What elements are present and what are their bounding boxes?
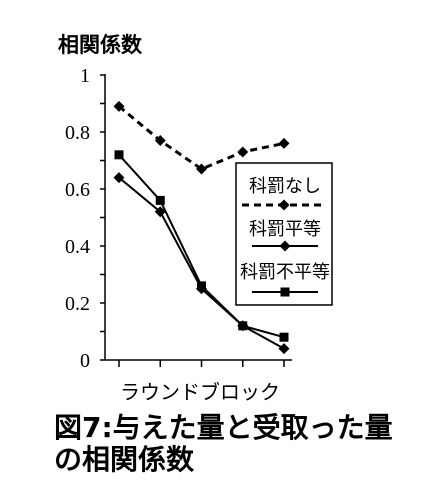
legend-box	[235, 162, 333, 306]
legend-marker	[278, 199, 290, 211]
data-point-s3-p4	[238, 321, 248, 331]
data-point-s1-p5	[278, 137, 290, 149]
x-axis-label: ラウンドブロック	[120, 380, 280, 404]
y-tick-label: 1	[80, 65, 90, 87]
data-point-s2-p2	[154, 206, 166, 218]
data-point-s1-p1	[113, 100, 125, 112]
data-point-s3-p1	[114, 150, 124, 160]
legend-symbol-series-2	[252, 240, 318, 252]
legend-marker	[280, 287, 290, 297]
data-point-s3-p2	[155, 195, 165, 205]
series-3	[114, 150, 289, 342]
series-layer	[113, 100, 290, 355]
y-axis-label: 相関係数	[58, 33, 142, 57]
data-point-s1-p3	[196, 163, 207, 175]
y-tick-label: 0.8	[65, 122, 90, 144]
figure-caption-line-2: の相関係数	[54, 443, 195, 476]
y-ticks: 0 0.2 0.4 0.6 0.8 1	[65, 65, 105, 372]
y-tick-label: 0	[80, 350, 90, 372]
y-tick-label: 0.6	[65, 179, 90, 201]
data-point-s3-p5	[279, 332, 289, 342]
y-tick-label: 0.2	[65, 293, 90, 315]
series-line-1	[118, 105, 285, 171]
y-tick-label: 0.4	[65, 236, 90, 258]
series-1	[113, 100, 290, 175]
line-chart: 0 0.2 0.4 0.6 0.8 1 ラウンドブロック 科罰なし 科罰平等 科罰不平等	[65, 65, 333, 404]
legend: 科罰なし 科罰平等 科罰不平等	[235, 162, 333, 306]
legend-marker	[279, 240, 291, 252]
legend-label-series-3: 科罰不平等	[240, 262, 330, 283]
figure-caption-line-1: 図7:与えた量と受取った量	[54, 411, 393, 444]
legend-label-series-1: 科罰なし	[249, 176, 321, 197]
legend-label-series-2: 科罰平等	[249, 219, 321, 240]
x-ticks	[118, 360, 285, 367]
data-point-s1-p2	[154, 135, 166, 147]
data-point-s2-p1	[113, 172, 125, 184]
data-point-s2-p5	[278, 343, 290, 355]
data-point-s1-p4	[237, 146, 249, 158]
data-point-s3-p3	[197, 281, 206, 291]
legend-symbol-series-1	[242, 199, 326, 211]
legend-symbol-series-3	[252, 287, 318, 297]
